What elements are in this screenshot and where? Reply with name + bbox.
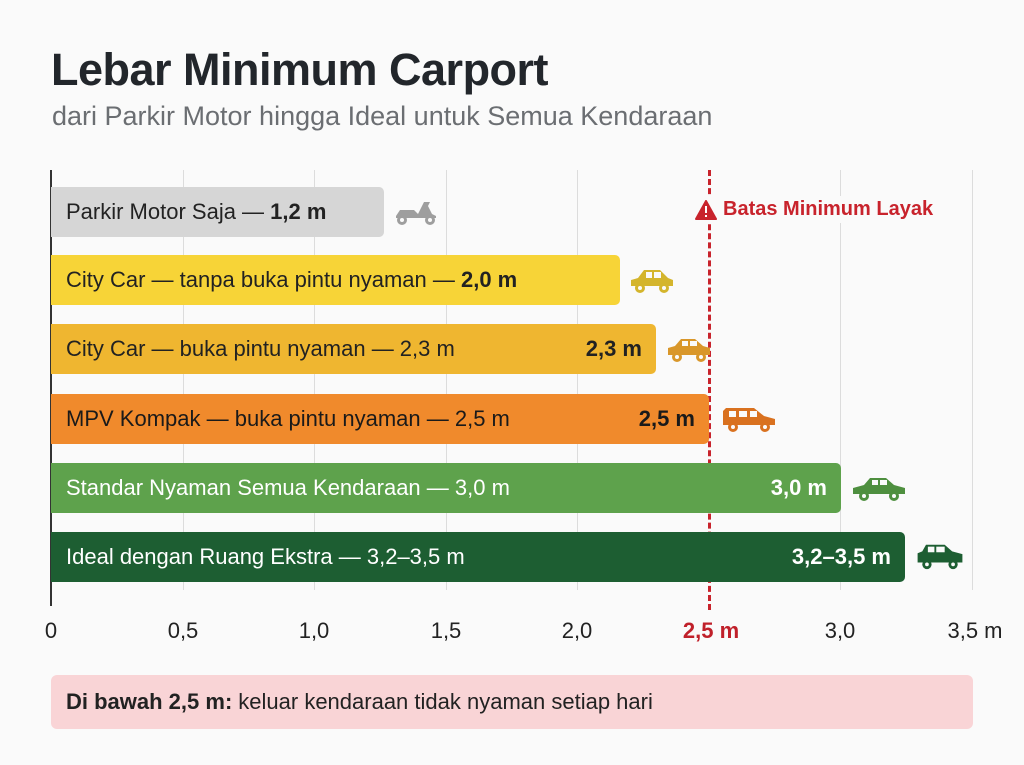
bar-city-car-buka-pintu: City Car — buka pintu nyaman — 2,3 m 2,3…	[51, 324, 656, 374]
bar-value: 2,5 m	[638, 406, 695, 431]
city-car-icon	[631, 270, 673, 293]
suv-icon	[917, 544, 963, 570]
x-tick-label: 0,5	[167, 618, 199, 643]
gridline	[577, 170, 578, 590]
bar-parkir-motor: Parkir Motor Saja — 1,2 m	[51, 187, 384, 237]
bar-city-car-tanpa-pintu: City Car — tanpa buka pintu nyaman — 2,0…	[51, 255, 620, 305]
bar-mpv-kompak: MPV Kompak — buka pintu nyaman — 2,5 m 2…	[51, 394, 709, 444]
note-bold: Di bawah 2,5 m:	[66, 689, 233, 714]
x-tick-label: 3,0	[824, 618, 856, 643]
gridline	[183, 170, 184, 590]
chart-title: Lebar Minimum Carport	[51, 44, 549, 95]
bar-label: Ideal dengan Ruang Ekstra — 3,2–3,5 m	[66, 544, 465, 569]
bar-label: City Car — tanpa buka pintu nyaman — 2,0…	[66, 267, 518, 292]
gridline	[446, 170, 447, 590]
bar-label: Standar Nyaman Semua Kendaraan — 3,0 m	[66, 475, 510, 500]
bar-value: 1,2 m	[270, 199, 327, 224]
bar-standar-nyaman: Standar Nyaman Semua Kendaraan — 3,0 m 3…	[51, 463, 841, 513]
x-tick-label: 3,5 m	[947, 618, 1003, 643]
bar-value: 3,0 m	[770, 475, 827, 500]
bar-label: MPV Kompak — buka pintu nyaman — 2,5 m	[66, 406, 510, 431]
x-tick-label: 0	[44, 618, 58, 643]
y-axis-line	[50, 170, 52, 606]
chart-subtitle: dari Parkir Motor hingga Ideal untuk Sem…	[52, 101, 713, 131]
mpv-icon	[723, 408, 775, 432]
warning-icon	[695, 199, 717, 220]
bar-label: City Car — buka pintu nyaman — 2,3 m	[66, 336, 455, 361]
bar-label: Parkir Motor Saja — 1,2 m	[66, 199, 327, 224]
motorcycle-icon	[396, 202, 436, 225]
bar-ideal-ruang-ekstra: Ideal dengan Ruang Ekstra — 3,2–3,5 m 3,…	[51, 532, 905, 582]
reference-label: Batas Minimum Layak	[695, 196, 934, 223]
bar-value: 2,0 m	[460, 267, 518, 292]
x-tick-label: 2,0	[561, 618, 593, 643]
warning-note: Di bawah 2,5 m: keluar kendaraan tidak n…	[51, 675, 973, 729]
gridline	[314, 170, 315, 590]
x-tick-label-highlight: 2,5 m	[682, 618, 740, 643]
gridline	[840, 170, 841, 590]
bar-value: 3,2–3,5 m	[791, 544, 891, 569]
hatchback-icon	[668, 339, 710, 362]
gridline	[972, 170, 973, 590]
sedan-icon	[853, 478, 905, 501]
reference-label-text: Batas Minimum Layak	[723, 198, 934, 220]
bar-value: 2,3 m	[585, 336, 642, 361]
note-text: keluar kendaraan tidak nyaman setiap har…	[238, 689, 653, 714]
reference-line	[708, 170, 711, 610]
x-tick-label: 1,5	[430, 618, 462, 643]
x-tick-label: 1,0	[298, 618, 330, 643]
